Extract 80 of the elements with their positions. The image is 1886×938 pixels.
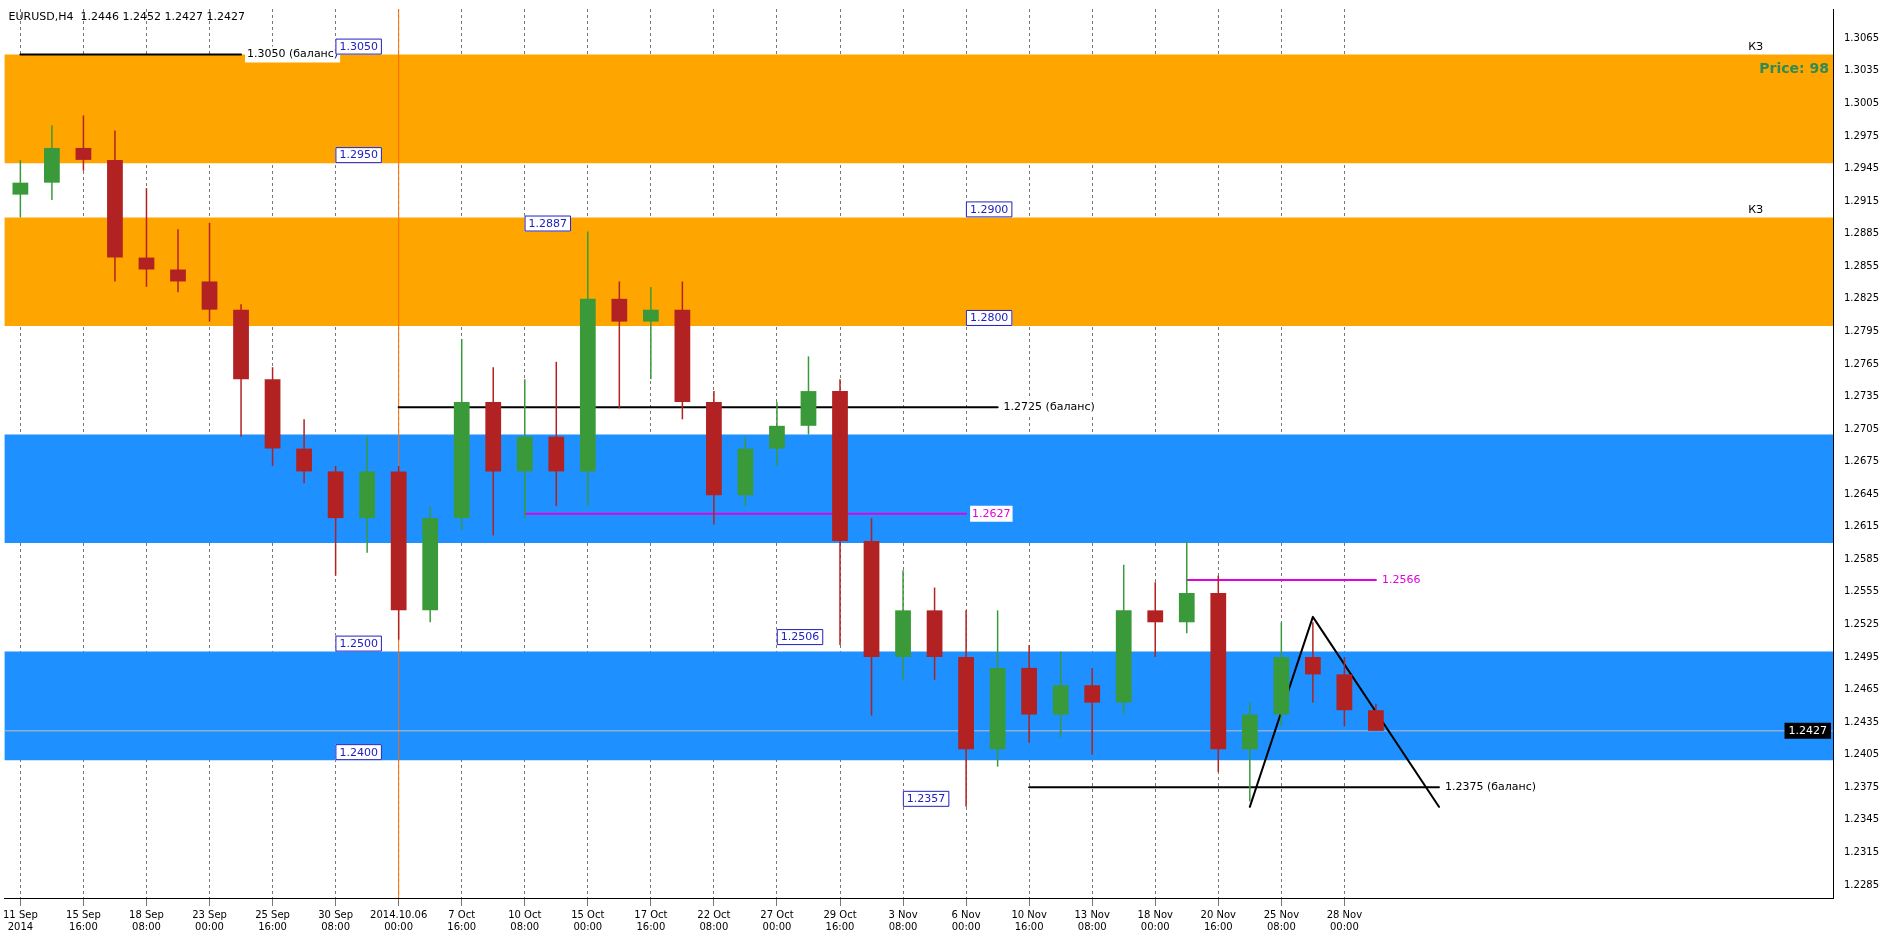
- x-tick-label: 25 Nov 08:00: [1263, 908, 1300, 932]
- candlestick: [296, 418, 312, 485]
- x-tick-label: 7 Oct 16:00: [447, 908, 477, 932]
- y-tick-label: 1.2975: [1844, 129, 1880, 141]
- ref-line-label: 1.2427: [1788, 723, 1828, 737]
- x-tick-label: 18 Nov 00:00: [1137, 908, 1174, 932]
- annotation: 1.2887: [528, 216, 568, 230]
- y-tick-label: 1.2585: [1844, 552, 1880, 564]
- annotation: 1.3050: [339, 39, 378, 53]
- x-tick-label: 28 Nov 00:00: [1326, 908, 1363, 932]
- candlestick: [642, 286, 659, 380]
- series-label: 1.3050 (баланс): [247, 47, 339, 61]
- x-tick-label: 15 Sep 16:00: [66, 908, 101, 932]
- y-tick-label: 1.2765: [1844, 357, 1880, 369]
- candlestick: [769, 401, 785, 467]
- y-tick-label: 1.2555: [1844, 585, 1880, 597]
- annotation: 1.2900: [969, 202, 1009, 216]
- candlestick: [611, 280, 628, 410]
- x-tick-label: 25 Sep 16:00: [255, 908, 290, 932]
- x-tick-label: 30 Sep 08:00: [318, 908, 353, 932]
- y-tick-label: 1.3065: [1844, 31, 1880, 43]
- annotation: 1.2500: [339, 636, 378, 650]
- band-label: КЗ: [1748, 39, 1764, 53]
- annotation: 1.2950: [339, 148, 378, 162]
- x-tick-label: 18 Sep 08:00: [129, 908, 164, 932]
- x-tick-label: 22 Oct 08:00: [697, 908, 731, 932]
- x-tick-label: 3 Nov 08:00: [888, 908, 918, 932]
- x-tick-label: 29 Oct 16:00: [823, 908, 857, 932]
- y-tick-label: 1.2885: [1844, 227, 1880, 239]
- band-label: КЗ: [1748, 202, 1764, 216]
- y-tick-label: 1.2315: [1844, 846, 1880, 857]
- annotation: 1.2506: [780, 630, 820, 644]
- x-tick-label: 17 Oct 16:00: [634, 908, 668, 932]
- annotation: 1.2357: [906, 792, 946, 806]
- x-tick-label: 23 Sep 00:00: [192, 908, 227, 932]
- y-tick-label: 1.2375: [1844, 780, 1880, 792]
- candlestick: [170, 228, 186, 294]
- y-tick-label: 1.2615: [1844, 520, 1880, 532]
- y-tick-label: 1.2525: [1844, 618, 1880, 630]
- x-tick-label: 15 Oct 00:00: [571, 908, 605, 932]
- y-tick-label: 1.3035: [1844, 64, 1880, 76]
- x-tick-label: 2014.10.06 00:00: [370, 908, 428, 932]
- candlestick: [1368, 702, 1384, 732]
- x-tick-label: 10 Oct 08:00: [508, 908, 542, 932]
- candlestick: [12, 159, 29, 219]
- y-tick-label: 1.2645: [1844, 487, 1880, 499]
- candlestick: [1304, 621, 1321, 704]
- y-tick-label: 1.2435: [1844, 715, 1880, 727]
- y-tick-label: 1.2345: [1844, 813, 1880, 825]
- y-tick-label: 1.2495: [1844, 650, 1880, 662]
- series-label: 1.2375 (баланс): [1444, 780, 1537, 794]
- y-tick-label: 1.2855: [1844, 259, 1880, 271]
- x-tick-label: 11 Sep 2014: [2, 908, 38, 932]
- x-tick-label: 27 Oct 00:00: [760, 908, 794, 932]
- series-label: 1.2566: [1381, 572, 1421, 586]
- y-tick-label: 1.2465: [1844, 683, 1880, 695]
- y-tick-label: 1.2945: [1844, 162, 1880, 174]
- x-tick-label: 13 Nov 08:00: [1074, 908, 1110, 932]
- y-tick-label: 1.2675: [1844, 455, 1880, 467]
- y-tick-label: 1.2825: [1844, 292, 1880, 304]
- series-label: 1.2725 (баланс): [1003, 400, 1095, 414]
- y-tick-label: 1.2705: [1844, 422, 1880, 434]
- annotation: 1.2800: [969, 311, 1009, 325]
- y-tick-label: 1.2915: [1844, 194, 1880, 206]
- candlestick: [1147, 581, 1164, 658]
- y-tick-label: 1.2735: [1844, 390, 1880, 402]
- candlestick: [75, 114, 92, 172]
- y-tick-label: 1.2795: [1844, 324, 1880, 336]
- candlestick: [138, 187, 155, 288]
- x-tick-label: 10 Nov 16:00: [1011, 908, 1047, 932]
- y-tick-label: 1.2405: [1844, 748, 1880, 760]
- y-tick-label: 1.2285: [1844, 878, 1880, 890]
- series-label: 1.2627: [972, 506, 1011, 520]
- x-tick-label: 6 Nov 00:00: [951, 908, 981, 932]
- x-tick-label: 20 Nov 16:00: [1200, 908, 1237, 932]
- chart-title: EURUSD,H4 1.2446 1.2452 1.2427 1.2427: [8, 10, 245, 24]
- annotation: Price: 98: [1759, 59, 1830, 76]
- annotation: 1.2400: [339, 745, 378, 759]
- y-tick-label: 1.3005: [1844, 97, 1880, 109]
- candlestick: [1084, 667, 1101, 756]
